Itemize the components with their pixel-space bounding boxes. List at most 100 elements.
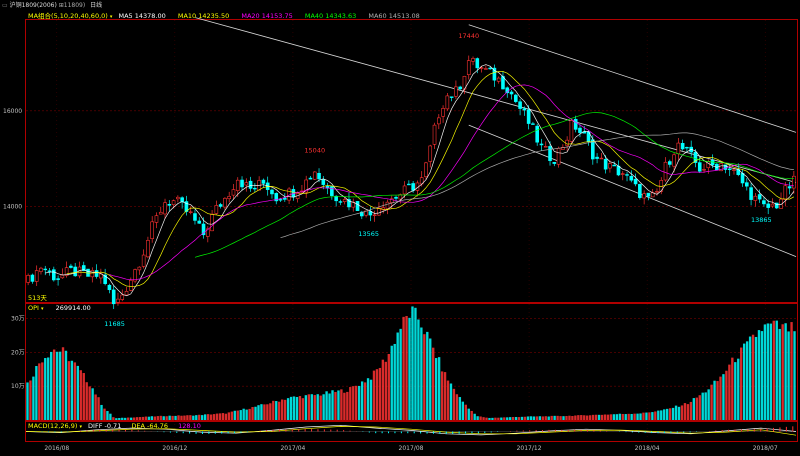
ma-line: [109, 84, 794, 281]
ma-line: [280, 132, 794, 239]
ma-line: [45, 64, 795, 297]
oi-bar: [577, 415, 580, 420]
candle-body: [432, 124, 437, 145]
candle-body: [231, 189, 236, 196]
chevron-down-icon[interactable]: ▾: [79, 424, 82, 430]
oi-bar: [440, 371, 444, 420]
candle-body: [595, 156, 599, 159]
candle-body: [702, 169, 706, 171]
y-axis-labels: 14000 16000 10万 20万 30万: [3, 108, 25, 390]
oi-bar: [153, 416, 157, 420]
oi-bar: [737, 358, 740, 420]
candle-body: [633, 178, 638, 185]
candle-body: [193, 213, 197, 221]
candle-body: [672, 154, 676, 167]
oi-bar: [642, 412, 645, 420]
candle-body: [531, 123, 535, 125]
candle-body: [766, 203, 770, 208]
price-panel-border: [25, 19, 798, 303]
x-tick-label: 2016/08: [44, 445, 69, 452]
candle-body: [475, 58, 480, 69]
oi-bar: [745, 341, 749, 420]
oi-bar: [657, 410, 660, 420]
oi-bar: [532, 416, 536, 420]
oi-bar: [784, 323, 787, 420]
oi-bar: [588, 415, 592, 420]
oi-bar: [177, 415, 180, 420]
candle-body: [573, 118, 578, 130]
candle-body: [176, 196, 180, 200]
oi-bar: [461, 401, 465, 420]
menu-icon[interactable]: ▭: [2, 2, 8, 9]
candle-body: [334, 195, 338, 202]
oi-bar: [298, 396, 302, 420]
oi-bar: [719, 376, 722, 420]
candle-body: [740, 173, 745, 184]
price-annotation: 15040: [304, 147, 325, 155]
oi-bar: [138, 417, 142, 420]
candle-body: [638, 183, 642, 198]
oi-bar: [35, 366, 38, 420]
oi-bar: [251, 407, 254, 420]
oi-bar: [310, 394, 313, 420]
oi-bar: [544, 416, 547, 420]
candle-body: [428, 145, 433, 162]
oi-bar: [793, 331, 796, 420]
chevron-down-icon[interactable]: ▾: [41, 306, 44, 312]
candle-body: [603, 158, 608, 170]
oi-bar: [467, 408, 470, 420]
candle-body: [792, 175, 796, 189]
oi-bar: [209, 414, 213, 420]
oi-bar: [482, 417, 485, 420]
candle-body: [90, 270, 95, 278]
period-label[interactable]: 日线: [90, 2, 103, 9]
oi-bar: [663, 409, 666, 420]
candle-body: [368, 211, 373, 216]
oi-bar: [511, 416, 515, 420]
candle-body: [745, 182, 749, 187]
candle-body: [261, 179, 266, 184]
candle-body: [278, 199, 283, 201]
oi-bar: [289, 396, 293, 420]
oi-bar: [183, 415, 186, 420]
oi-bar: [488, 417, 491, 420]
contract-sub: ⊞11809): [58, 2, 86, 9]
candle-body: [372, 214, 377, 216]
chevron-down-icon[interactable]: ▾: [109, 14, 113, 20]
candle-body: [535, 125, 539, 143]
oi-bar: [269, 403, 272, 420]
candle-body: [218, 204, 223, 207]
candle-body: [787, 186, 792, 189]
oi-bar: [660, 410, 663, 420]
oi-bar: [535, 416, 539, 420]
x-tick-label: 2017/08: [399, 445, 424, 452]
candle-body: [227, 196, 231, 200]
candle-body: [235, 179, 240, 191]
oi-bar: [707, 389, 710, 420]
candle-body: [749, 187, 753, 200]
oi-label[interactable]: OPI: [28, 304, 39, 312]
candle-body: [163, 202, 167, 215]
macd-label[interactable]: MACD(12,26,9): [28, 422, 78, 430]
price-annotation: 13865: [751, 216, 772, 224]
contract-code[interactable]: 沪铜1809(2006): [9, 2, 57, 9]
oi-bar: [186, 415, 189, 420]
oi-bar: [266, 404, 269, 420]
oi-bar: [357, 385, 361, 420]
candle-body: [330, 186, 334, 196]
candle-body: [385, 201, 390, 209]
candle-body: [774, 202, 779, 209]
candle-body: [526, 109, 531, 124]
candle-body: [543, 146, 548, 148]
oi-bar: [304, 395, 308, 420]
oi-bar: [85, 382, 88, 420]
oi-bar: [52, 349, 56, 420]
oi-bar: [677, 406, 681, 420]
oi-bar: [331, 390, 334, 420]
candle-body: [389, 198, 394, 203]
oi-bar: [790, 322, 793, 420]
oi-bar: [523, 416, 527, 420]
oi-bar: [115, 418, 118, 420]
oi-bar: [61, 347, 65, 420]
ma-set-label[interactable]: MA组合(5,10,20,40,60,0): [28, 12, 108, 20]
